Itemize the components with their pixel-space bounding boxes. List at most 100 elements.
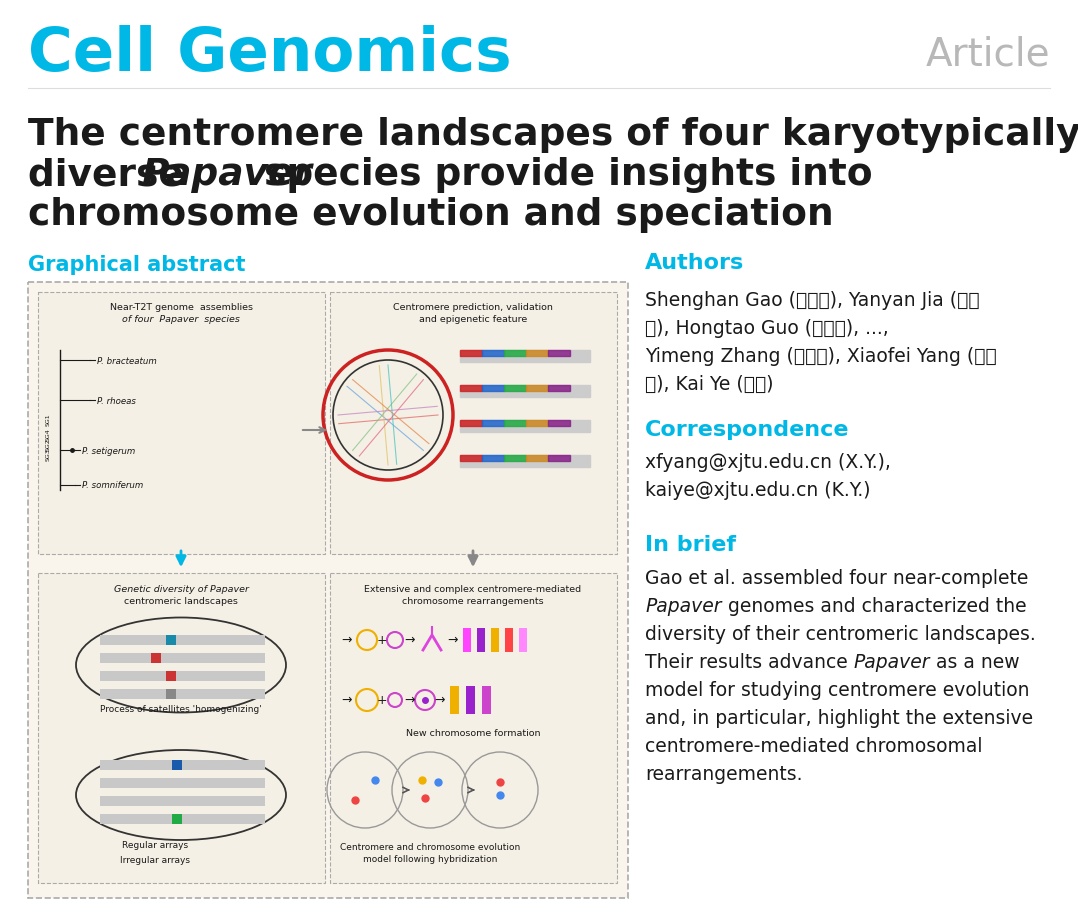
Bar — [548, 455, 570, 461]
Bar — [482, 420, 505, 426]
Bar — [166, 689, 176, 699]
Bar — [482, 686, 490, 714]
Bar — [100, 814, 265, 824]
Text: of four  Papaver  species: of four Papaver species — [122, 316, 240, 324]
Bar — [548, 385, 570, 391]
Bar — [460, 350, 590, 362]
Text: Graphical abstract: Graphical abstract — [28, 255, 246, 275]
Text: →: → — [342, 693, 353, 707]
Bar — [460, 385, 590, 397]
Bar — [526, 455, 548, 461]
Text: Yimeng Zhang (张一蒙), Xiaofei Yang (杨晓: Yimeng Zhang (张一蒙), Xiaofei Yang (杨晓 — [645, 346, 997, 365]
FancyBboxPatch shape — [38, 292, 324, 554]
Text: →: → — [404, 693, 415, 707]
Bar — [476, 628, 485, 652]
Bar — [100, 689, 265, 699]
Bar — [100, 760, 265, 770]
Text: →: → — [342, 633, 353, 646]
Text: Centromere and chromosome evolution: Centromere and chromosome evolution — [340, 844, 520, 853]
Bar — [100, 653, 265, 663]
Bar — [450, 686, 459, 714]
Text: Irregular arrays: Irregular arrays — [120, 856, 190, 865]
Text: SG3: SG3 — [45, 449, 51, 462]
Bar — [548, 350, 570, 356]
Bar — [466, 686, 475, 714]
Text: diversity of their centromeric landscapes.: diversity of their centromeric landscape… — [645, 624, 1036, 644]
Bar — [482, 385, 505, 391]
Text: chromosome evolution and speciation: chromosome evolution and speciation — [28, 197, 833, 233]
Text: Process of satellites 'homogenizing': Process of satellites 'homogenizing' — [100, 706, 262, 714]
Bar — [100, 778, 265, 788]
Bar — [460, 420, 482, 426]
Bar — [526, 385, 548, 391]
Text: P. rhoeas: P. rhoeas — [97, 397, 136, 406]
Text: SG1: SG1 — [45, 414, 51, 426]
Text: Papaver: Papaver — [645, 597, 721, 615]
Bar — [482, 350, 505, 356]
Text: P. bracteatum: P. bracteatum — [97, 356, 156, 365]
Text: Papaver: Papaver — [141, 157, 312, 193]
Text: Gao et al. assembled four near-complete: Gao et al. assembled four near-complete — [645, 568, 1028, 588]
Text: SG2: SG2 — [45, 439, 51, 452]
Text: model for studying centromere evolution: model for studying centromere evolution — [645, 680, 1029, 700]
Text: Shenghan Gao (高胜寞), Yanyan Jia (贾彦: Shenghan Gao (高胜寞), Yanyan Jia (贾彦 — [645, 290, 980, 309]
Bar — [482, 455, 505, 461]
Bar — [460, 350, 482, 356]
Bar — [526, 350, 548, 356]
Text: Their results advance: Their results advance — [645, 653, 854, 671]
Text: New chromosome formation: New chromosome formation — [405, 729, 540, 737]
Text: +: + — [376, 693, 387, 707]
Bar — [490, 628, 499, 652]
Bar — [166, 635, 176, 645]
Text: Authors: Authors — [645, 253, 744, 273]
FancyBboxPatch shape — [28, 282, 628, 898]
Text: centromeric landscapes: centromeric landscapes — [124, 598, 238, 607]
Text: model following hybridization: model following hybridization — [363, 856, 497, 865]
Bar — [172, 760, 182, 770]
Bar — [460, 455, 482, 461]
Bar — [166, 671, 176, 681]
Bar — [505, 628, 513, 652]
Bar — [505, 385, 526, 391]
Bar — [505, 350, 526, 356]
Text: Correspondence: Correspondence — [645, 420, 849, 440]
Text: P. somniferum: P. somniferum — [82, 482, 143, 490]
Text: Extensive and complex centromere-mediated: Extensive and complex centromere-mediate… — [364, 586, 581, 595]
Text: centromere-mediated chromosomal: centromere-mediated chromosomal — [645, 736, 982, 756]
Text: species provide insights into: species provide insights into — [251, 157, 872, 193]
Bar — [460, 420, 590, 432]
Text: and epigenetic feature: and epigenetic feature — [419, 316, 527, 324]
Bar — [100, 796, 265, 806]
Text: 飞), Kai Ye (叶凯): 飞), Kai Ye (叶凯) — [645, 375, 774, 394]
Text: Cell Genomics: Cell Genomics — [28, 26, 512, 84]
FancyBboxPatch shape — [330, 292, 617, 554]
Text: Papaver: Papaver — [854, 653, 930, 671]
Text: →: → — [404, 633, 415, 646]
Text: and, in particular, highlight the extensive: and, in particular, highlight the extens… — [645, 709, 1033, 727]
Text: SG4: SG4 — [45, 429, 51, 442]
Text: The centromere landscapes of four karyotypically: The centromere landscapes of four karyot… — [28, 117, 1078, 153]
Bar — [548, 420, 570, 426]
Bar — [505, 455, 526, 461]
Text: Genetic diversity of Papaver: Genetic diversity of Papaver — [113, 586, 248, 595]
Text: genomes and characterized the: genomes and characterized the — [721, 597, 1026, 615]
Text: →: → — [434, 693, 445, 707]
Bar — [151, 653, 161, 663]
Bar — [172, 814, 182, 824]
Text: chromosome rearrangements: chromosome rearrangements — [402, 598, 543, 607]
Text: kaiye@xjtu.edu.cn (K.Y.): kaiye@xjtu.edu.cn (K.Y.) — [645, 480, 871, 499]
Bar — [462, 628, 471, 652]
Text: P. setigerum: P. setigerum — [82, 446, 135, 455]
Bar — [460, 455, 590, 467]
Text: Article: Article — [925, 36, 1050, 74]
Text: diverse: diverse — [28, 157, 197, 193]
Bar — [460, 385, 482, 391]
Bar — [100, 635, 265, 645]
FancyBboxPatch shape — [330, 573, 617, 883]
Text: Regular arrays: Regular arrays — [122, 841, 188, 850]
Bar — [526, 420, 548, 426]
Text: xfyang@xjtu.edu.cn (X.Y.),: xfyang@xjtu.edu.cn (X.Y.), — [645, 453, 890, 472]
Text: →: → — [447, 633, 458, 646]
FancyBboxPatch shape — [38, 573, 324, 883]
Text: as a new: as a new — [930, 653, 1020, 671]
